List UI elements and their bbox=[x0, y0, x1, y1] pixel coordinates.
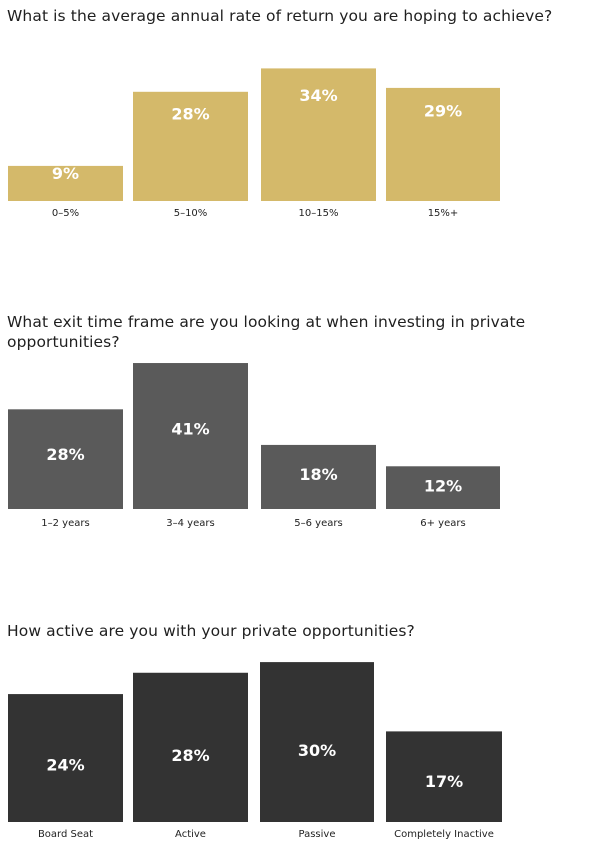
bar-value-label: 17% bbox=[425, 772, 463, 791]
category-label: 15%+ bbox=[428, 208, 459, 219]
category-label: 6+ years bbox=[420, 518, 465, 529]
bar-value-label: 9% bbox=[52, 164, 79, 183]
bar bbox=[260, 662, 374, 822]
bar bbox=[261, 444, 376, 509]
category-label: Active bbox=[175, 829, 206, 840]
category-label: 5–10% bbox=[174, 208, 208, 219]
bar bbox=[386, 731, 502, 822]
bar bbox=[386, 466, 500, 509]
bar-value-label: 29% bbox=[424, 102, 462, 121]
category-label: Board Seat bbox=[38, 829, 93, 840]
category-label: 5–6 years bbox=[294, 518, 342, 529]
bar bbox=[261, 68, 376, 202]
bar-plot: 24% Board Seat 28% Active 30% Passive 17% Compl… bbox=[8, 662, 502, 840]
category-label: Passive bbox=[299, 829, 336, 840]
bar-value-label: 28% bbox=[46, 445, 84, 464]
bar bbox=[8, 409, 123, 509]
category-label: Completely Inactive bbox=[394, 829, 494, 840]
bar-value-label: 28% bbox=[171, 105, 209, 124]
category-label: 1–2 years bbox=[41, 518, 89, 529]
bar-plot: 9% 0–5% 28% 5–10% 34% 10–15% 29% 15%+ bbox=[8, 68, 500, 219]
category-label: 3–4 years bbox=[166, 518, 214, 529]
bar-value-label: 28% bbox=[171, 746, 209, 765]
bar-value-label: 30% bbox=[298, 741, 336, 760]
bar bbox=[8, 165, 123, 201]
chart-title: What is the average annual rate of retur… bbox=[7, 7, 553, 25]
chart-title: How active are you with your private opp… bbox=[7, 622, 415, 640]
bar-value-label: 34% bbox=[299, 86, 337, 105]
chart-title: What exit time frame are you looking at … bbox=[7, 313, 526, 351]
bar-plot: 28% 1–2 years 41% 3–4 years 18% 5–6 years 12% 6… bbox=[8, 363, 500, 529]
bar-value-label: 41% bbox=[171, 420, 209, 439]
bar bbox=[133, 91, 248, 201]
category-label: 0–5% bbox=[52, 208, 79, 219]
bar-value-label: 18% bbox=[299, 465, 337, 484]
bar bbox=[133, 672, 248, 822]
category-label: 10–15% bbox=[299, 208, 339, 219]
bar bbox=[8, 694, 123, 822]
bar bbox=[133, 363, 248, 509]
bar bbox=[386, 87, 500, 201]
bar-value-label: 24% bbox=[46, 755, 84, 774]
bar-value-label: 12% bbox=[424, 477, 462, 496]
